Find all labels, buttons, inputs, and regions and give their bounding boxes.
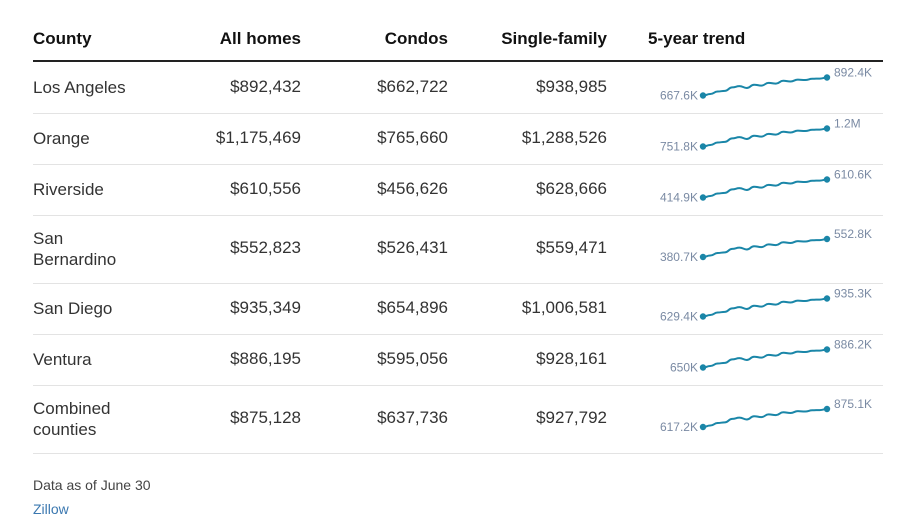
trend-sparkline: 667.6K 892.4K (660, 66, 872, 103)
all-homes-value: $1,175,469 (215, 127, 301, 147)
county-name: Combined counties (33, 399, 111, 439)
all-homes-value: $892,432 (230, 76, 301, 96)
trend-start-point (699, 194, 707, 201)
all-homes-value: $610,556 (230, 178, 301, 198)
header-all-homes: All homes (219, 29, 301, 48)
trend-line (702, 76, 828, 97)
table-row: Orange $1,175,469 $765,660 $1,288,526 751.8K… (33, 113, 883, 165)
trend-sparkline: 650K 886.2K (670, 338, 872, 375)
all-homes-value: $886,195 (230, 348, 301, 368)
trend-line (702, 238, 828, 258)
trend-start-label: 629.4K (660, 310, 698, 324)
table-row: San Bernardino $552,823 $526,431 $559,471 38… (33, 215, 883, 284)
table-row: Los Angeles $892,432 $662,722 $938,985 667.6… (33, 62, 883, 114)
trend-start-point (699, 313, 707, 320)
trend-line (702, 408, 828, 428)
condos-value: $595,056 (377, 348, 448, 368)
trend-end-label: 552.8K (834, 227, 872, 241)
trend-line (702, 348, 828, 369)
trend-start-label: 617.2K (660, 420, 698, 434)
county-name: San Diego (33, 298, 113, 318)
table-row: Riverside $610,556 $456,626 $628,666 414.9K 6… (33, 164, 883, 216)
condos-value: $526,431 (377, 238, 448, 257)
trend-end-label: 892.4K (834, 66, 872, 80)
header-county: County (33, 29, 92, 48)
trend-line (702, 297, 828, 318)
trend-start-point (699, 364, 707, 371)
trend-end-label: 886.2K (834, 338, 872, 352)
trend-end-label: 1.2M (834, 117, 861, 131)
all-homes-value: $552,823 (230, 238, 301, 257)
trend-end-point (823, 295, 831, 302)
single-family-value: $628,666 (536, 178, 607, 198)
header-trend: 5-year trend (648, 29, 746, 48)
trend-start-point (699, 253, 707, 261)
county-name: Riverside (33, 179, 104, 199)
trend-start-point (699, 143, 707, 150)
condos-value: $662,722 (377, 76, 448, 96)
table-row: Combined counties $875,128 $637,736 $927,79… (33, 385, 883, 454)
all-homes-value: $875,128 (230, 408, 301, 427)
single-family-value: $559,471 (536, 238, 607, 257)
clipped-title (33, 0, 433, 6)
trend-line (702, 178, 828, 199)
source-link[interactable]: Zillow (33, 501, 69, 517)
trend-start-label: 667.6K (660, 89, 698, 103)
trend-end-point (823, 405, 831, 413)
trend-start-point (699, 92, 707, 99)
trend-end-point (823, 176, 831, 183)
header-single-family: Single-family (501, 29, 607, 48)
table-row: Ventura $886,195 $595,056 $928,161 650K 886.2… (33, 334, 883, 386)
trend-sparkline: 617.2K 875.1K (660, 397, 872, 434)
trend-sparkline: 414.9K 610.6K (660, 168, 872, 205)
all-homes-value: $935,349 (230, 297, 301, 317)
trend-end-point (823, 346, 831, 353)
single-family-value: $927,792 (536, 408, 607, 427)
trend-end-point (823, 235, 831, 243)
trend-sparkline: 380.7K 552.8K (660, 227, 872, 264)
data-note: Data as of June 30 (33, 477, 151, 493)
trend-end-label: 610.6K (834, 168, 872, 182)
trend-end-label: 875.1K (834, 397, 872, 411)
single-family-value: $1,006,581 (521, 297, 607, 317)
trend-sparkline: 629.4K 935.3K (660, 287, 872, 324)
single-family-value: $1,288,526 (521, 127, 607, 147)
trend-end-point (823, 74, 831, 81)
trend-start-label: 414.9K (660, 191, 698, 205)
condos-value: $456,626 (377, 178, 448, 198)
table-header: County All homes Condos Single-family 5-… (33, 28, 883, 62)
trend-start-label: 751.8K (660, 140, 698, 154)
condos-value: $654,896 (377, 297, 448, 317)
condos-value: $765,660 (377, 127, 448, 147)
trend-line (702, 127, 828, 148)
county-name: Ventura (33, 349, 92, 369)
trend-start-label: 380.7K (660, 250, 698, 264)
trend-end-label: 935.3K (834, 287, 872, 301)
single-family-value: $938,985 (536, 76, 607, 96)
condos-value: $637,736 (377, 408, 448, 427)
trend-sparkline: 751.8K 1.2M (660, 117, 861, 154)
county-name: Orange (33, 128, 90, 148)
county-name: San Bernardino (33, 229, 117, 269)
single-family-value: $928,161 (536, 348, 607, 368)
trend-start-label: 650K (670, 361, 698, 375)
trend-end-point (823, 125, 831, 132)
county-name: Los Angeles (33, 77, 126, 97)
table-row: San Diego $935,349 $654,896 $1,006,581 629.4… (33, 283, 883, 335)
trend-start-point (699, 423, 707, 431)
header-condos: Condos (384, 29, 448, 48)
